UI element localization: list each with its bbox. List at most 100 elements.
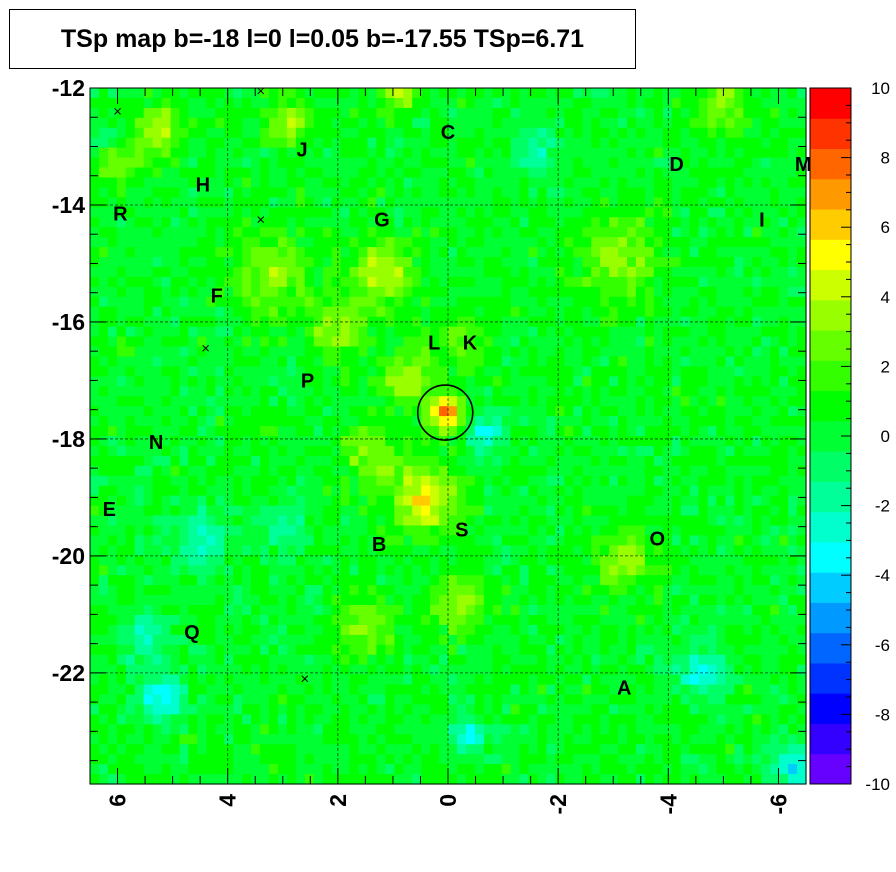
heatmap-cell bbox=[573, 257, 583, 268]
heatmap-cell bbox=[609, 386, 619, 397]
heatmap-cell bbox=[215, 505, 225, 517]
heatmap-cell bbox=[456, 654, 467, 666]
heatmap-cell bbox=[627, 664, 637, 676]
heatmap-cell bbox=[188, 237, 198, 248]
heatmap-cell bbox=[224, 565, 234, 576]
heatmap-cell bbox=[233, 237, 243, 248]
heatmap-cell bbox=[340, 455, 351, 467]
heatmap-cell bbox=[555, 406, 565, 417]
heatmap-cell bbox=[555, 694, 565, 706]
heatmap-cell bbox=[107, 257, 118, 268]
heatmap-cell bbox=[546, 227, 556, 238]
heatmap-cell bbox=[421, 555, 431, 566]
heatmap-cell bbox=[304, 585, 315, 596]
heatmap-cell bbox=[242, 654, 252, 666]
heatmap-cell bbox=[752, 525, 762, 537]
heatmap-cell bbox=[492, 207, 503, 218]
heatmap-cell bbox=[519, 97, 530, 109]
heatmap-cell bbox=[528, 247, 539, 258]
heatmap-cell bbox=[671, 455, 682, 467]
heatmap-cell bbox=[358, 107, 369, 119]
heatmap-cell bbox=[671, 406, 682, 417]
heatmap-cell bbox=[322, 88, 333, 99]
heatmap-cell bbox=[304, 257, 315, 268]
heatmap-cell bbox=[644, 495, 655, 507]
heatmap-cell bbox=[179, 694, 190, 706]
heatmap-cell bbox=[340, 614, 351, 626]
heatmap-cell bbox=[152, 88, 163, 99]
heatmap-cell bbox=[698, 316, 709, 328]
heatmap-cell bbox=[537, 644, 548, 656]
heatmap-cell bbox=[627, 177, 637, 189]
heatmap-cell bbox=[394, 605, 404, 616]
heatmap-cell bbox=[474, 674, 485, 686]
heatmap-cell bbox=[734, 107, 744, 119]
heatmap-cell bbox=[546, 525, 556, 537]
heatmap-cell bbox=[716, 674, 727, 686]
heatmap-cell bbox=[537, 455, 548, 467]
heatmap-cell bbox=[215, 426, 225, 437]
heatmap-cell bbox=[483, 555, 494, 566]
heatmap-cell bbox=[125, 595, 136, 606]
heatmap-cell bbox=[752, 455, 762, 467]
heatmap-cell bbox=[152, 266, 163, 278]
heatmap-cell bbox=[761, 346, 771, 358]
heatmap-cell bbox=[752, 326, 762, 338]
heatmap-cell bbox=[358, 465, 369, 477]
heatmap-cell bbox=[752, 88, 762, 99]
heatmap-cell bbox=[125, 386, 136, 397]
heatmap-cell bbox=[510, 336, 521, 348]
heatmap-cell bbox=[403, 684, 413, 696]
heatmap-cell bbox=[439, 396, 449, 407]
heatmap-cell bbox=[537, 535, 548, 546]
heatmap-cell bbox=[188, 545, 198, 556]
heatmap-cell bbox=[609, 396, 619, 407]
heatmap-cell bbox=[465, 565, 476, 576]
heatmap-cell bbox=[743, 455, 753, 467]
heatmap-cell bbox=[98, 436, 109, 447]
heatmap-cell bbox=[322, 406, 333, 417]
heatmap-cell bbox=[573, 614, 583, 626]
heatmap-cell bbox=[116, 266, 127, 278]
heatmap-cell bbox=[376, 515, 386, 527]
heatmap-cell bbox=[394, 445, 404, 457]
heatmap-cell bbox=[188, 436, 198, 447]
heatmap-cell bbox=[161, 684, 172, 696]
heatmap-cell bbox=[242, 535, 252, 546]
heatmap-cell bbox=[537, 247, 548, 258]
heatmap-cell bbox=[277, 167, 288, 179]
heatmap-cell bbox=[322, 137, 333, 149]
heatmap-cell bbox=[635, 306, 646, 318]
heatmap-cell bbox=[340, 177, 351, 189]
heatmap-cell bbox=[116, 187, 127, 198]
heatmap-cell bbox=[385, 97, 395, 109]
heatmap-cell bbox=[573, 237, 583, 248]
heatmap-cell bbox=[689, 595, 700, 606]
heatmap-cell bbox=[197, 107, 207, 119]
heatmap-cell bbox=[483, 614, 494, 626]
heatmap-cell bbox=[161, 605, 172, 616]
heatmap-cell bbox=[653, 316, 664, 328]
heatmap-cell bbox=[269, 684, 279, 696]
heatmap-cell bbox=[797, 346, 807, 358]
heatmap-cell bbox=[779, 127, 789, 139]
heatmap-cell bbox=[206, 266, 216, 278]
heatmap-cell bbox=[600, 396, 610, 407]
heatmap-cell bbox=[394, 396, 404, 407]
heatmap-cell bbox=[653, 475, 664, 487]
heatmap-cell bbox=[483, 187, 494, 198]
heatmap-cell bbox=[269, 475, 279, 487]
heatmap-cell bbox=[233, 396, 243, 407]
heatmap-cell bbox=[358, 475, 369, 487]
heatmap-cell bbox=[644, 366, 655, 377]
heatmap-cell bbox=[295, 88, 306, 99]
heatmap-cell bbox=[627, 436, 637, 447]
heatmap-cell bbox=[394, 336, 404, 348]
heatmap-cell bbox=[537, 614, 548, 626]
heatmap-cell bbox=[653, 207, 664, 218]
heatmap-cell bbox=[770, 525, 780, 537]
heatmap-cell bbox=[179, 376, 190, 387]
heatmap-cell bbox=[644, 276, 655, 288]
heatmap-cell bbox=[295, 575, 306, 586]
heatmap-cell bbox=[403, 465, 413, 477]
